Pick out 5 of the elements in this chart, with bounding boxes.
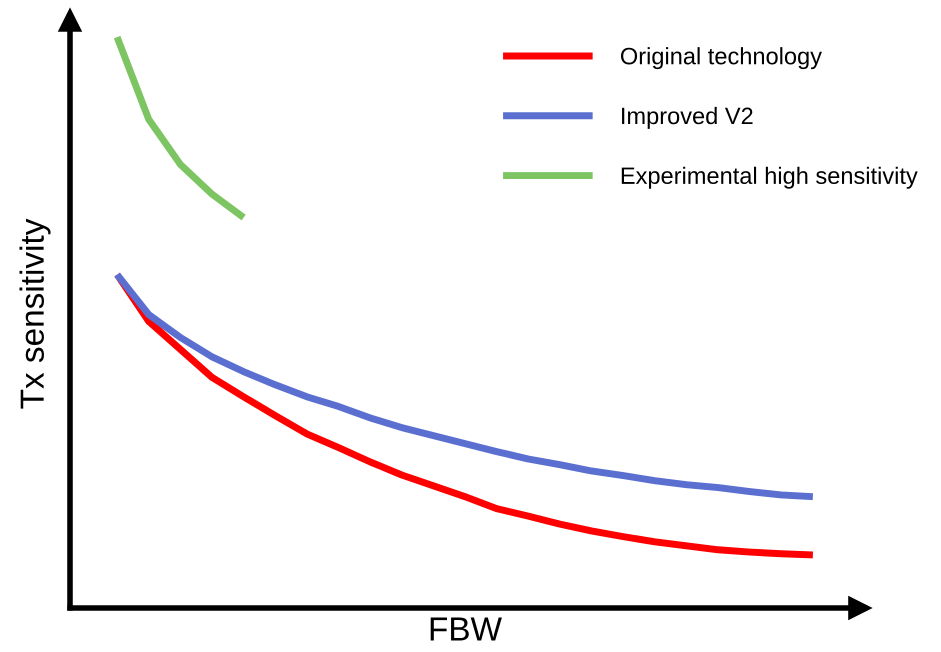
x-axis-title: FBW — [430, 618, 502, 640]
legend-label: Experimental high sensitivity — [622, 166, 918, 189]
legend-label: Improved V2 — [622, 106, 753, 129]
y-axis-title: Tx sensitivity — [19, 218, 51, 409]
legend-label: Original technology — [620, 47, 822, 70]
